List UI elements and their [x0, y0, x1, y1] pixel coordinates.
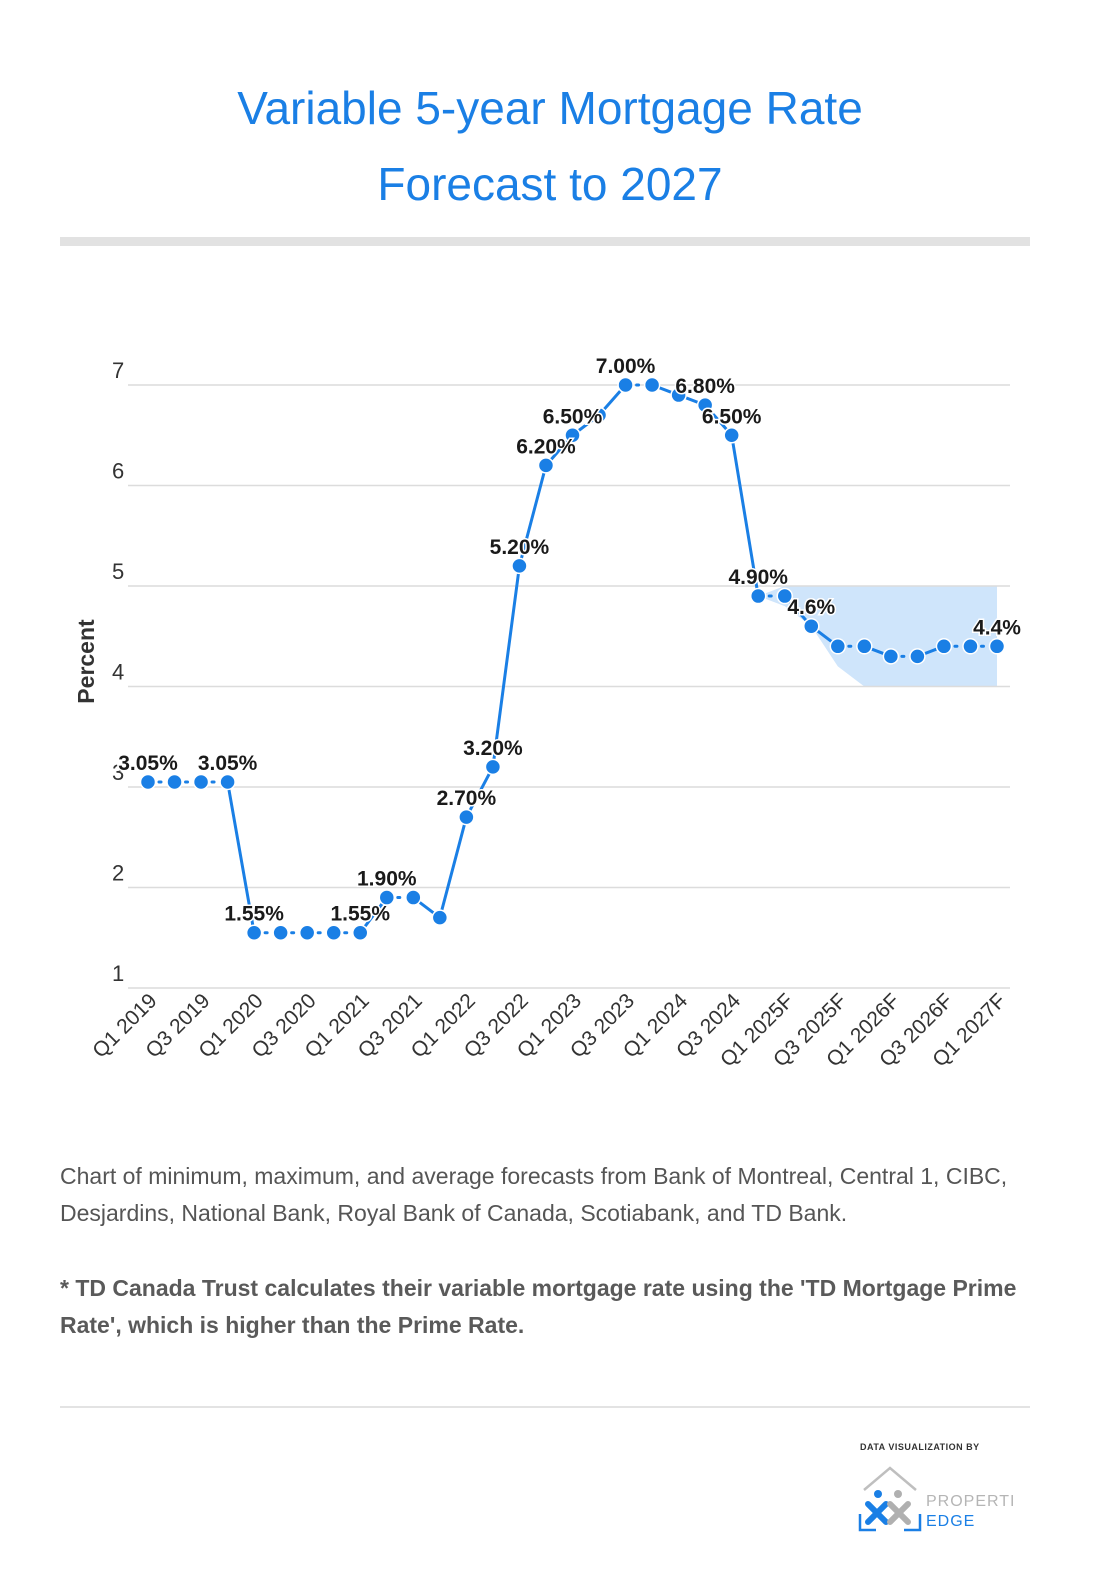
y-tick-label: 3: [112, 760, 124, 785]
data-point: [378, 889, 396, 906]
data-point: [670, 386, 687, 404]
data-point: [298, 924, 316, 941]
title-line-1: Variable 5-year Mortgage Rate: [237, 82, 863, 134]
properti-edge-logo: PROPERTI EDGE: [858, 1466, 1016, 1532]
page-title: Variable 5-year Mortgage Rate Forecast t…: [0, 70, 1100, 222]
data-label: 1.55%: [224, 903, 284, 926]
y-tick-label: 2: [112, 861, 124, 886]
data-point: [272, 924, 289, 941]
data-point: [325, 924, 342, 941]
data-point: [723, 427, 740, 444]
data-label: 4.90%: [728, 566, 788, 589]
y-tick-label: 6: [112, 459, 124, 484]
data-label: 6.80%: [675, 375, 735, 398]
data-point: [511, 557, 528, 575]
data-label: 7.00%: [596, 355, 656, 378]
footer-divider: [60, 1406, 1030, 1408]
sources-note: Chart of minimum, maximum, and average f…: [60, 1163, 1008, 1226]
data-point: [537, 457, 555, 474]
data-label: 6.50%: [543, 405, 603, 428]
data-point: [776, 587, 793, 605]
data-label: 3.05%: [198, 752, 258, 775]
logo-word-properti: PROPERTI: [926, 1493, 1016, 1510]
data-point: [458, 808, 475, 826]
data-point: [643, 376, 661, 394]
data-point: [166, 773, 183, 791]
logo-word-edge: EDGE: [926, 1513, 975, 1530]
title-divider: [60, 237, 1030, 246]
data-point: [935, 638, 953, 655]
series-line-segment: [517, 463, 548, 568]
data-label: 6.50%: [702, 405, 762, 428]
data-label: 3.05%: [118, 752, 178, 775]
data-point: [590, 406, 608, 424]
data-point: [856, 638, 873, 655]
data-point: [962, 638, 979, 655]
data-point: [352, 924, 369, 941]
data-label: 4.4%: [973, 616, 1021, 639]
data-label: 1.55%: [330, 903, 390, 926]
credit-label: DATA VISUALIZATION BY: [860, 1442, 980, 1452]
data-point: [484, 758, 502, 776]
data-label: 2.70%: [437, 787, 497, 810]
data-point: [245, 924, 263, 941]
y-tick-label: 7: [112, 358, 124, 383]
data-point: [431, 909, 449, 926]
data-point: [192, 773, 210, 791]
data-point: [829, 638, 847, 655]
data-point: [405, 889, 422, 906]
data-point: [219, 773, 236, 791]
series-line-segment: [438, 815, 468, 920]
data-point: [564, 427, 581, 444]
data-label: 3.20%: [463, 737, 523, 760]
series-line-segment: [730, 433, 760, 598]
data-point: [696, 396, 714, 414]
data-point: [803, 617, 820, 635]
series-line-segment: [464, 765, 495, 819]
data-point: [749, 587, 767, 605]
data-label: 6.20%: [516, 435, 576, 458]
data-label: 1.90%: [357, 868, 417, 891]
y-tick-label: 5: [112, 559, 124, 584]
data-point: [909, 648, 926, 665]
title-line-2: Forecast to 2027: [377, 158, 723, 210]
data-label: 5.20%: [490, 536, 550, 559]
y-tick-label: 1: [112, 961, 124, 986]
series-line-segment: [226, 780, 256, 935]
y-tick-label: 4: [112, 660, 124, 685]
y-axis-label: Percent: [73, 619, 99, 704]
data-label: 4.6%: [787, 596, 835, 619]
data-point: [882, 648, 900, 665]
house-icon: [858, 1466, 922, 1532]
forecast-range-band: [758, 586, 997, 687]
data-point: [988, 638, 1006, 655]
data-point: [617, 376, 634, 394]
data-point: [139, 773, 157, 791]
td-footnote: * TD Canada Trust calculates their varia…: [60, 1275, 1017, 1338]
series-line-segment: [491, 564, 521, 769]
